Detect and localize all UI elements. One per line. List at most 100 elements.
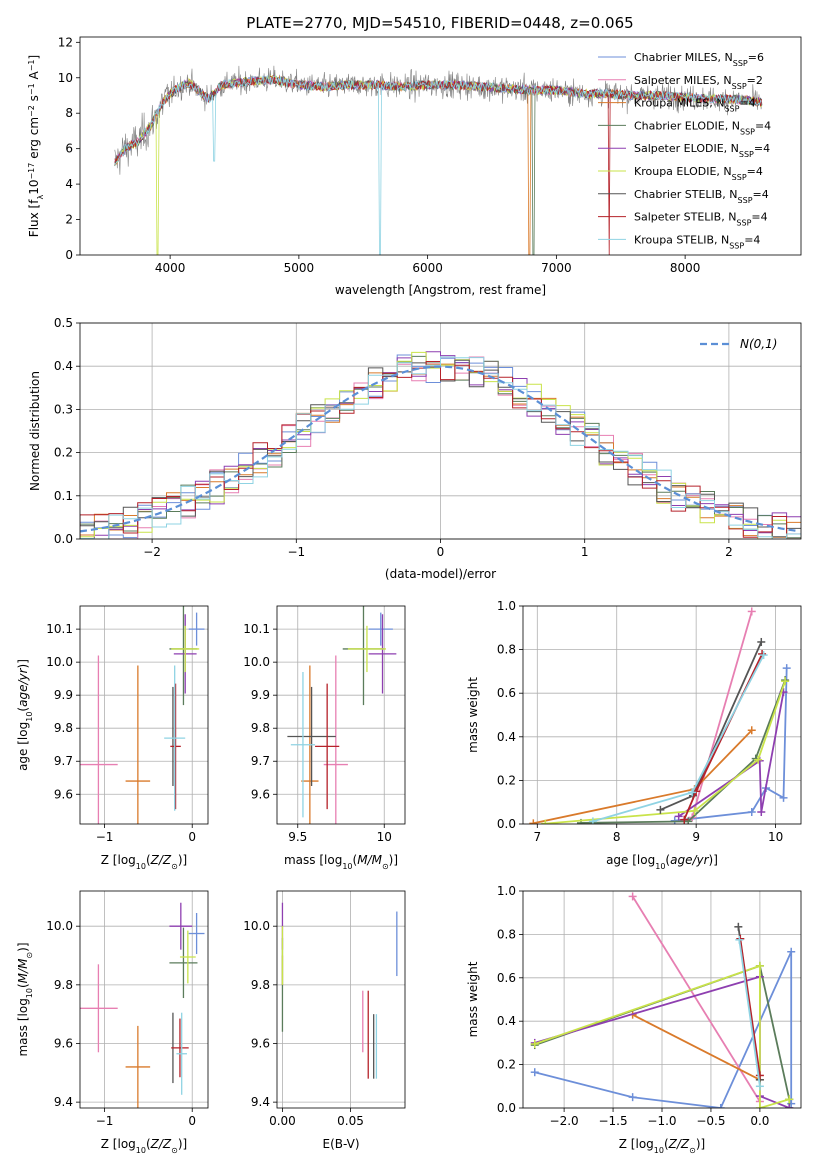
errorbar-kroupa_miles — [125, 1025, 151, 1108]
label-part: A — [27, 70, 41, 83]
errorbar-salpeter_miles — [80, 655, 118, 824]
histogram-kroupa_stelib — [80, 356, 801, 539]
label-part: mass [log — [284, 853, 342, 867]
label-part: =4 — [755, 119, 771, 132]
label-part: λ — [36, 195, 45, 200]
label-part: SSP — [733, 59, 748, 68]
label-part: M/M — [16, 958, 30, 983]
label-part: Z/Z — [668, 1137, 690, 1151]
x-tick-label: 8 — [613, 830, 621, 844]
x-tick-label: −1.0 — [647, 1114, 676, 1128]
label-part: SSP — [732, 173, 747, 182]
figure-title: PLATE=2770, MJD=54510, FIBERID=0448, z=0… — [246, 14, 633, 32]
axes-frame — [522, 890, 802, 1109]
y-tick-label: 9.7 — [251, 754, 270, 768]
weight-vs-Z-xlabel: Z [log10(Z/Z⊙)] — [619, 1137, 705, 1155]
weight-line-chabrier_elodie — [580, 679, 786, 824]
label-part: =4 — [739, 97, 755, 110]
x-tick-label: −1 — [96, 830, 114, 844]
weight-marker-kroupa_elodie — [754, 755, 763, 764]
y-tick-label: 8 — [65, 106, 73, 120]
spectrum-ylabel: Flux [fλ10−17 erg cm−2 s−1 A−1] — [27, 55, 45, 237]
histogram-ylabel: Normed distribution — [28, 371, 42, 491]
weight-marker-salpeter_miles — [628, 892, 637, 901]
y-tick-label: 9.8 — [251, 721, 270, 735]
grid-lines — [80, 606, 208, 824]
spectrum-xlabel: wavelength [Angstrom, rest frame] — [335, 283, 546, 297]
y-tick-label: 9.9 — [251, 688, 270, 702]
weight-line-salpeter_miles — [691, 611, 753, 818]
label-part: )] — [696, 1137, 705, 1151]
weight-marker-salpeter_elodie — [785, 1104, 794, 1108]
label-part: SSP — [739, 150, 754, 159]
label-part: =4 — [751, 211, 767, 224]
y-tick-label: 0.3 — [54, 402, 73, 416]
weight-marker-salpeter_elodie — [757, 808, 766, 817]
axes-frame — [79, 890, 209, 1109]
x-tick-label: 9.5 — [288, 830, 307, 844]
weight-line-kroupa_miles — [632, 1013, 761, 1081]
x-tick-label: −1 — [96, 1114, 114, 1128]
grid-lines — [277, 606, 405, 824]
plot-area — [529, 607, 791, 824]
plot-area — [80, 606, 205, 824]
label-part: ⊙ — [382, 862, 389, 871]
label-part: age [log — [16, 722, 30, 771]
tick-group: −2 −1 0 1 2 0.0 0.1 0.2 0.3 0.4 0.5 — [54, 316, 733, 559]
weight-line-chabrier_stelib — [660, 641, 763, 811]
errorbar-salpeter_miles — [80, 964, 118, 1053]
errorbar-kroupa_miles — [125, 665, 151, 824]
y-tick-label: 0.2 — [54, 446, 73, 460]
legend-label: Kroupa STELIB, NSSP=4 — [634, 233, 760, 250]
grid-lines — [80, 891, 208, 1108]
weight-vs-Z-ylabel: mass weight — [466, 961, 480, 1037]
label-part: )] — [16, 659, 30, 668]
y-tick-label: 0.8 — [497, 927, 516, 941]
errorbar-chabrier_elodie — [169, 927, 198, 999]
weight-vs-age-ylabel: mass weight — [466, 677, 480, 753]
axes-frame — [276, 890, 406, 1109]
tick-group: −1 0 9.6 9.7 9.8 9.9 10.0 10.1 — [46, 622, 196, 844]
normal-curve-line — [80, 365, 799, 533]
weight-marker-kroupa_elodie — [690, 806, 699, 815]
y-tick-label: 0 — [65, 248, 73, 262]
x-tick-label: 2 — [725, 545, 733, 559]
legend-label: Kroupa ELODIE, NSSP=4 — [634, 165, 763, 182]
model-spectrum-line-kroupa_stelib — [114, 74, 762, 255]
legend-label: Salpeter ELODIE, NSSP=4 — [634, 142, 770, 159]
x-tick-label: 7000 — [541, 261, 572, 275]
weight-line-salpeter_miles — [631, 895, 761, 1102]
label-part: ⊙ — [171, 1146, 178, 1155]
plot-area — [281, 902, 398, 1079]
label-part: E(B-V) — [322, 1137, 359, 1151]
legend-label: Salpeter MILES, NSSP=2 — [634, 74, 763, 91]
y-tick-label: 0.8 — [497, 643, 516, 657]
axes-residual-histogram: −2 −1 0 1 2 0.0 0.1 0.2 0.3 0.4 0.5 — [54, 316, 802, 559]
label-part: erg cm — [27, 117, 41, 163]
weight-marker-kroupa_elodie — [541, 819, 550, 824]
label-part: Kroupa STELIB, N — [634, 233, 729, 246]
label-part: SSP — [738, 195, 753, 204]
y-tick-label: 9.6 — [54, 1036, 73, 1050]
y-tick-label: 9.8 — [251, 978, 270, 992]
y-tick-label: 0.5 — [54, 316, 73, 330]
label-part: 10 — [342, 862, 352, 871]
tick-group: 9.5 10 9.6 9.7 9.8 9.9 10.0 10.1 — [243, 622, 392, 844]
label-part: )] — [178, 853, 187, 867]
x-tick-label: 1 — [581, 545, 589, 559]
weight-marker-salpeter_elodie — [674, 812, 683, 821]
axes-age-vs-mass: 9.5 10 9.6 9.7 9.8 9.9 10.0 10.1 — [243, 605, 406, 844]
weight-marker-salpeter_miles — [747, 607, 756, 616]
x-tick-label: −2.0 — [550, 1114, 579, 1128]
label-part: )] — [16, 942, 30, 951]
label-part: Z/Z — [150, 1137, 172, 1151]
axes-age-vs-Z: −1 0 9.6 9.7 9.8 9.9 10.0 10.1 — [46, 605, 209, 844]
label-part: =6 — [748, 51, 764, 64]
label-part: Flux [f — [27, 199, 41, 237]
y-tick-label: 0.6 — [497, 971, 516, 985]
y-tick-label: 10.0 — [46, 919, 73, 933]
weight-line-chabrier_miles — [674, 668, 788, 822]
x-tick-label: 0 — [437, 545, 445, 559]
y-tick-label: 0.2 — [497, 773, 516, 787]
axes-mass-vs-EBV: 0.00 0.05 9.4 9.6 9.8 10.0 — [243, 890, 406, 1128]
